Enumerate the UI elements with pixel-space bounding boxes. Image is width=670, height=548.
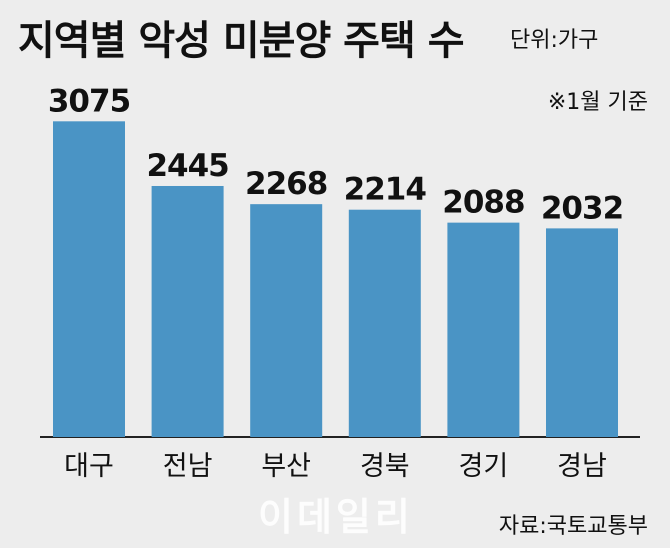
data-label: 2088 (442, 185, 524, 221)
bar-경남 (546, 228, 618, 437)
source-label: 자료:국토교통부 (498, 514, 648, 539)
bar-부산 (250, 204, 323, 437)
data-label: 2214 (344, 172, 427, 208)
bar-전남 (151, 185, 224, 437)
category-label: 전남 (163, 451, 213, 482)
bar-대구 (53, 121, 125, 437)
data-label: 2032 (541, 190, 623, 226)
category-label: 경남 (557, 451, 607, 482)
bar-경북 (348, 209, 421, 437)
category-label: 부산 (261, 451, 311, 482)
category-label: 경북 (360, 451, 410, 482)
data-label: 2445 (146, 148, 228, 184)
reference-note: ※1월 기준 (547, 90, 648, 115)
bar-경기 (447, 222, 520, 437)
category-label: 대구 (64, 451, 114, 482)
data-label: 2268 (245, 166, 327, 202)
chart-title: 지역별 악성 미분양 주택 수 (18, 18, 465, 64)
watermark-logo: 이데일리 (258, 495, 414, 539)
unit-label: 단위:가구 (510, 28, 599, 53)
data-label: 3075 (48, 83, 130, 119)
category-label: 경기 (459, 451, 509, 482)
